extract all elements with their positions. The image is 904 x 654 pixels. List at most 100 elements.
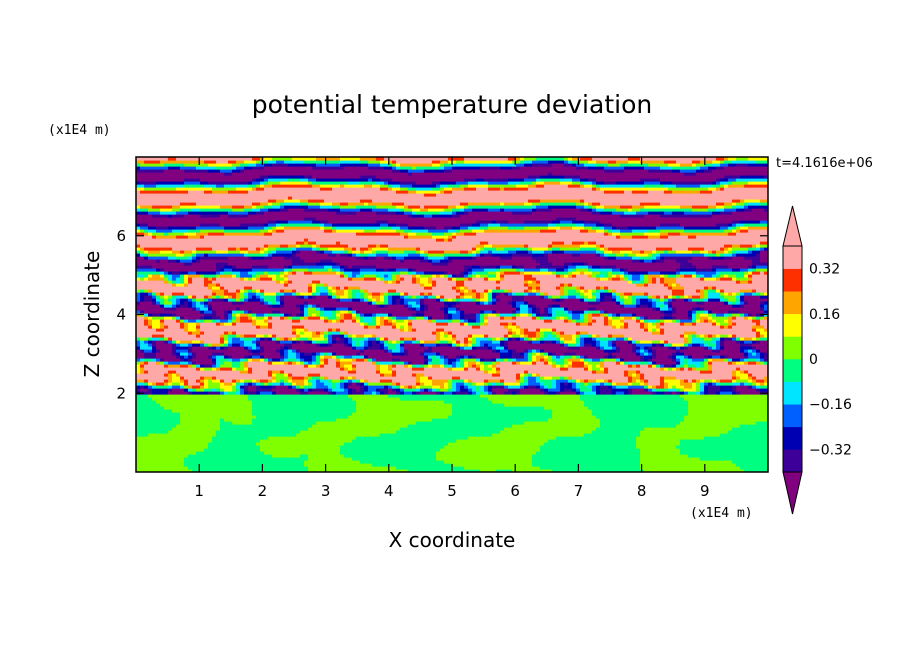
heatmap-cell	[752, 274, 768, 278]
heatmap-cell	[604, 226, 613, 230]
heatmap-cell	[736, 202, 745, 206]
heatmap-cell	[480, 322, 485, 326]
heatmap-cell	[456, 388, 461, 392]
heatmap-cell	[216, 430, 301, 434]
heatmap-cell	[368, 292, 373, 296]
heatmap-cell	[640, 298, 649, 302]
heatmap-cell	[340, 355, 345, 359]
heatmap-cell	[628, 322, 641, 326]
heatmap-cell	[444, 355, 449, 359]
heatmap-cell	[208, 301, 233, 305]
heatmap-cell	[280, 292, 285, 296]
heatmap-cell	[392, 226, 401, 230]
heatmap-cell	[528, 286, 533, 290]
heatmap-cell	[148, 388, 153, 392]
heatmap-cell	[584, 262, 589, 266]
heatmap-cell	[244, 208, 253, 212]
heatmap-cell	[748, 313, 753, 317]
heatmap-cell	[656, 343, 661, 347]
heatmap-cell	[224, 298, 229, 302]
heatmap-cell	[736, 205, 745, 209]
heatmap-cell	[648, 229, 661, 233]
heatmap-cell	[244, 340, 253, 344]
heatmap-cell	[296, 340, 301, 344]
heatmap-cell	[624, 361, 629, 365]
heatmap-cell	[244, 295, 249, 299]
heatmap-cell	[572, 178, 581, 182]
heatmap-cell	[632, 190, 649, 194]
heatmap-cell	[148, 250, 161, 254]
heatmap-cell	[624, 268, 629, 272]
heatmap-cell	[332, 352, 337, 356]
heatmap-cell	[336, 307, 349, 311]
heatmap-cell	[320, 307, 325, 311]
heatmap-cell	[420, 247, 473, 251]
heatmap-cell	[408, 316, 413, 320]
heatmap-cell	[736, 208, 745, 212]
heatmap-cell	[172, 382, 181, 386]
heatmap-cell	[552, 313, 557, 317]
heatmap-cell	[424, 292, 429, 296]
heatmap-cell	[484, 244, 493, 248]
heatmap-cell	[620, 349, 633, 353]
heatmap-cell	[760, 319, 768, 323]
heatmap-cell	[680, 451, 768, 455]
heatmap-cell	[728, 247, 733, 251]
heatmap-cell	[452, 214, 461, 218]
heatmap-cell	[448, 256, 473, 260]
heatmap-cell	[164, 361, 169, 365]
heatmap-cell	[312, 358, 317, 362]
heatmap-cell	[292, 289, 297, 293]
heatmap-cell	[724, 358, 729, 362]
heatmap-cell	[260, 346, 265, 350]
heatmap-cell	[696, 274, 701, 278]
heatmap-cell	[500, 208, 505, 212]
heatmap-cell	[684, 397, 768, 401]
heatmap-cell	[592, 385, 597, 389]
heatmap-cell	[272, 202, 281, 206]
heatmap-cell	[596, 286, 601, 290]
heatmap-cell	[400, 181, 417, 185]
heatmap-cell	[740, 229, 749, 233]
heatmap-cell	[472, 337, 477, 341]
colorbar-bin	[783, 291, 802, 315]
heatmap-cell	[712, 370, 733, 374]
heatmap-cell	[416, 376, 421, 380]
heatmap-cell	[188, 229, 201, 233]
heatmap-cell	[684, 334, 689, 338]
heatmap-cell	[644, 328, 649, 332]
heatmap-cell	[660, 376, 665, 380]
heatmap-cell	[268, 301, 273, 305]
heatmap-cell	[136, 328, 157, 332]
heatmap-cell	[236, 274, 241, 278]
heatmap-cell	[648, 388, 653, 392]
heatmap-cell	[596, 343, 601, 347]
heatmap-cell	[336, 328, 341, 332]
heatmap-cell	[552, 244, 581, 248]
heatmap-cell	[472, 271, 477, 275]
heatmap-cell	[268, 253, 273, 257]
heatmap-cell	[688, 259, 753, 263]
heatmap-cell	[280, 181, 309, 185]
heatmap-cell	[524, 244, 529, 248]
heatmap-cell	[604, 361, 617, 365]
heatmap-cell	[656, 355, 669, 359]
heatmap-cell	[544, 295, 549, 299]
heatmap-cell	[376, 274, 381, 278]
heatmap-cell	[228, 256, 249, 260]
heatmap-cell	[148, 370, 169, 374]
heatmap-cell	[504, 337, 509, 341]
heatmap-cell	[676, 274, 681, 278]
heatmap-cell	[708, 208, 717, 212]
heatmap-cell	[596, 187, 601, 191]
heatmap-cell	[340, 331, 345, 335]
heatmap-cell	[496, 370, 501, 374]
heatmap-cell	[252, 256, 265, 260]
heatmap-cell	[380, 244, 389, 248]
heatmap-cell	[632, 388, 645, 392]
heatmap-cell	[396, 277, 401, 281]
heatmap-cell	[244, 169, 393, 173]
heatmap-cell	[552, 385, 557, 389]
heatmap-cell	[448, 361, 453, 365]
heatmap-cell	[664, 283, 669, 287]
